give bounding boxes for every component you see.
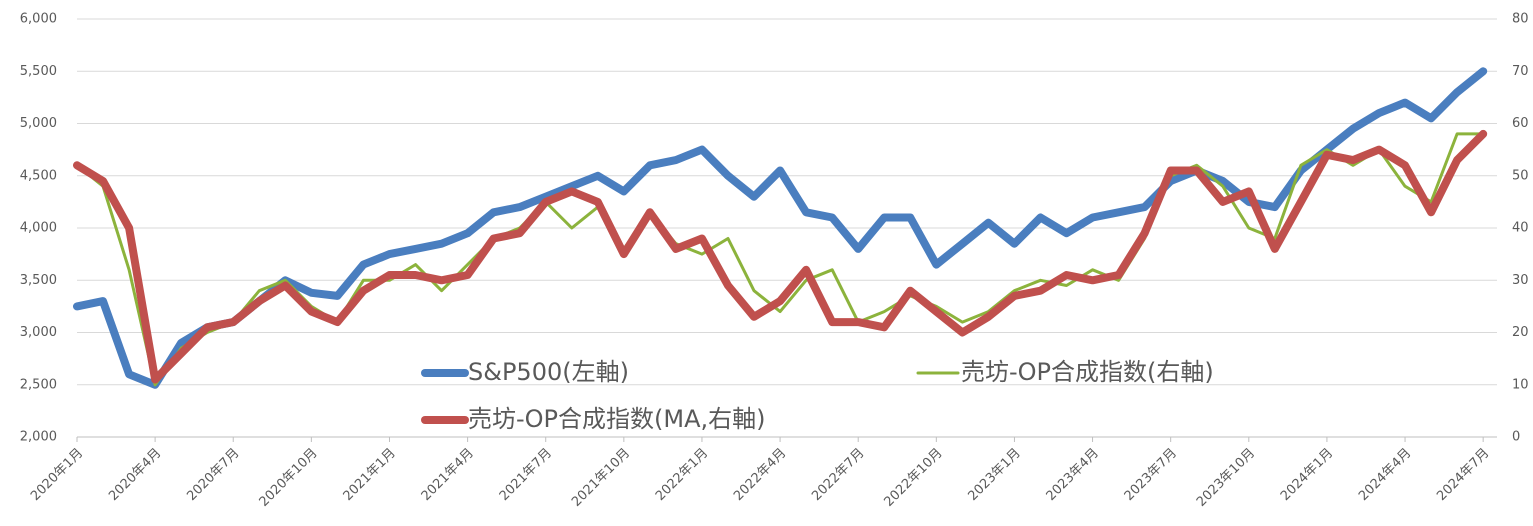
series-line (73, 67, 1488, 389)
y2-tick-label: 30 (1512, 273, 1529, 288)
y2-tick-label: 0 (1512, 430, 1520, 445)
x-tick-label: 2023年7月 (1122, 446, 1180, 504)
y-tick-label: 4,000 (20, 221, 57, 236)
x-tick-label: 2021年7月 (497, 446, 555, 504)
x-tick-label: 2022年1月 (653, 446, 711, 504)
x-tick-label: 2023年4月 (1044, 446, 1102, 504)
x-tick-label: 2024年4月 (1356, 446, 1414, 504)
series-line (73, 129, 1488, 384)
x-tick-label: 2023年1月 (966, 446, 1024, 504)
y2-tick-label: 40 (1512, 221, 1529, 236)
x-tick-label: 2020年4月 (106, 446, 164, 504)
y-tick-label: 3,000 (20, 325, 57, 340)
legend-label: 売坊-OP合成指数(MA,右軸) (468, 405, 766, 433)
y2-tick-label: 50 (1512, 168, 1529, 183)
x-tick-label: 2022年10月 (882, 446, 946, 510)
y-tick-label: 5,000 (20, 116, 57, 131)
y-tick-label: 2,000 (20, 430, 57, 445)
x-tick-label: 2022年7月 (809, 446, 867, 504)
y2-tick-label: 10 (1512, 377, 1529, 392)
x-tick-label: 2024年1月 (1278, 446, 1336, 504)
y-tick-label: 4,500 (20, 168, 57, 183)
legend-label: 売坊-OP合成指数(右軸) (961, 358, 1214, 386)
x-tick-label: 2023年10月 (1194, 446, 1258, 510)
x-tick-label: 2021年1月 (341, 446, 399, 504)
x-tick-label: 2022年4月 (731, 446, 789, 504)
y-tick-label: 5,500 (20, 64, 57, 79)
y-tick-label: 6,000 (20, 12, 57, 27)
y2-tick-label: 80 (1512, 12, 1529, 27)
legend-label: S&P500(左軸) (468, 358, 629, 386)
y2-tick-label: 60 (1512, 116, 1529, 131)
x-tick-label: 2020年1月 (28, 446, 86, 504)
x-tick-label: 2021年10月 (569, 446, 633, 510)
y-tick-label: 2,500 (20, 377, 57, 392)
x-tick-label: 2020年10月 (257, 446, 321, 510)
y-tick-label: 3,500 (20, 273, 57, 288)
y2-tick-label: 20 (1512, 325, 1529, 340)
x-tick-label: 2024年7月 (1434, 446, 1492, 504)
x-tick-label: 2021年4月 (419, 446, 477, 504)
y2-tick-label: 70 (1512, 64, 1529, 79)
x-tick-label: 2020年7月 (184, 446, 242, 504)
